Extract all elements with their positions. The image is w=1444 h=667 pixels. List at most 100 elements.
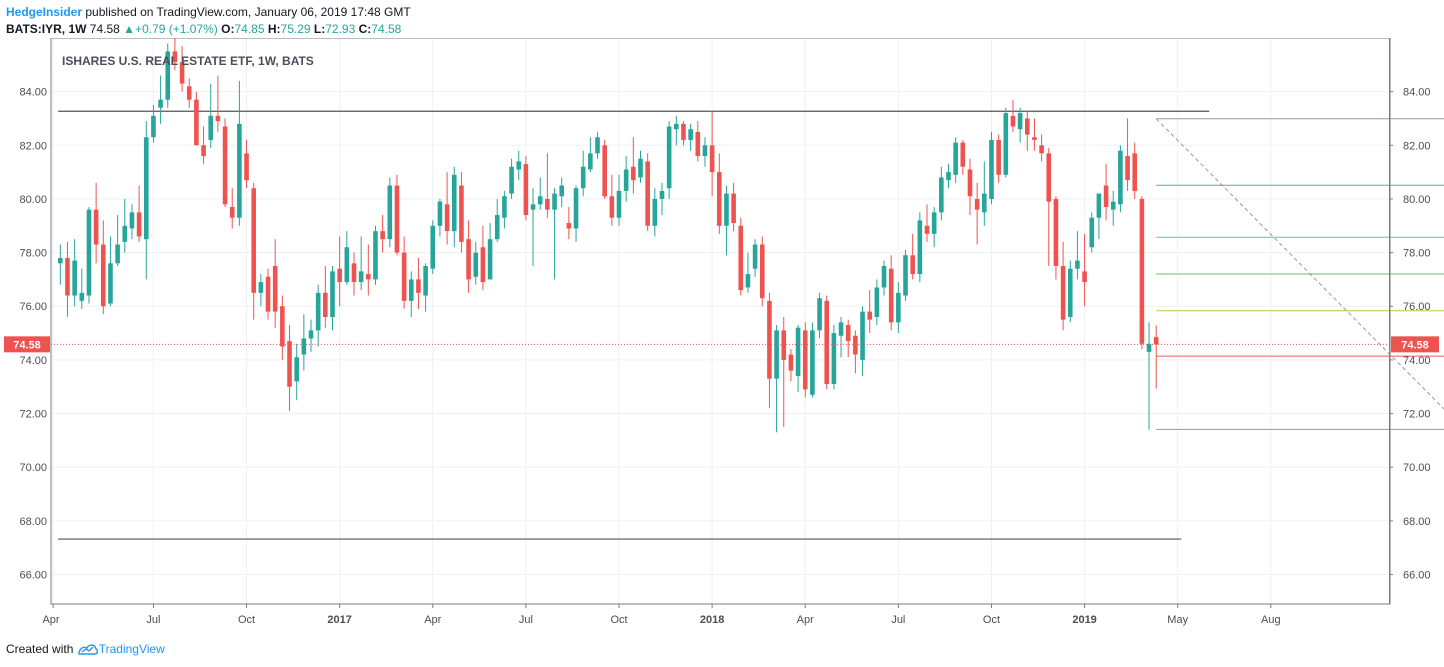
candle <box>709 110 715 197</box>
y-tick-label-right: 66.00 <box>1403 569 1431 581</box>
x-tick-label: Jul <box>146 614 160 626</box>
high-label: H: <box>267 22 281 36</box>
price-tag-right: 74.58 <box>1401 339 1429 351</box>
candle-body <box>1053 198 1059 267</box>
candle <box>881 260 887 296</box>
candle-body <box>258 282 264 293</box>
candle <box>931 206 937 248</box>
candle <box>337 236 342 307</box>
x-tick-label: Oct <box>238 614 255 626</box>
candle <box>1082 233 1087 307</box>
candle-body <box>831 333 837 385</box>
candle <box>344 231 350 285</box>
candle-body <box>294 357 299 382</box>
candle <box>143 121 149 280</box>
candle-body <box>201 145 206 157</box>
candle <box>1125 118 1130 191</box>
fib-trend-line[interactable] <box>1155 118 1444 430</box>
candle-body <box>638 158 643 178</box>
candle <box>924 204 930 242</box>
y-tick-label-left: 66.00 <box>19 569 47 581</box>
candle-body <box>996 139 1001 175</box>
candle <box>903 249 908 301</box>
fibonacci-retracement[interactable]: 1(82.99)0.786(80.51)0.618(78.57)0.5(77.2… <box>1155 111 1444 437</box>
candle <box>595 131 600 159</box>
candle <box>896 282 901 334</box>
candle <box>802 322 808 398</box>
candle-body <box>896 292 901 323</box>
candle <box>79 268 85 309</box>
candle-body <box>1082 271 1087 283</box>
horizontal-lines[interactable] <box>58 110 1210 540</box>
candle-body <box>509 166 514 194</box>
candle <box>366 244 371 296</box>
candle <box>430 220 436 275</box>
candle <box>752 239 758 277</box>
x-tick-label: Apr <box>424 614 441 626</box>
candle-body <box>308 330 314 339</box>
candle <box>860 306 865 376</box>
candle <box>1132 142 1138 199</box>
candle-body <box>688 129 693 140</box>
publisher-name[interactable]: HedgeInsider <box>6 5 83 19</box>
candle-body <box>136 212 142 237</box>
candle <box>194 91 199 146</box>
candle-body <box>537 196 543 205</box>
candle <box>939 166 944 221</box>
candle <box>136 185 142 242</box>
candle-body <box>473 252 479 277</box>
candle-body <box>172 51 178 63</box>
candle-body <box>602 145 607 197</box>
candle-body <box>93 209 99 245</box>
candle-body <box>695 131 701 157</box>
candle <box>451 166 457 248</box>
chart-axes <box>50 38 1391 605</box>
candle <box>129 204 135 240</box>
candle <box>810 322 815 398</box>
candle-body <box>716 172 722 226</box>
candle <box>831 325 837 390</box>
candle <box>1024 110 1030 151</box>
candle-body <box>330 271 335 317</box>
candle <box>251 182 257 320</box>
candle-body <box>1017 113 1023 130</box>
candle <box>323 266 328 328</box>
candle <box>874 279 880 326</box>
candle-body <box>545 198 550 210</box>
candle <box>681 121 686 146</box>
candle <box>358 236 364 291</box>
candle-body <box>408 279 414 301</box>
candle-body <box>315 292 321 331</box>
candle <box>1139 196 1145 350</box>
candle-body <box>681 123 686 140</box>
candle <box>65 241 70 317</box>
candle <box>674 115 679 146</box>
candle-body <box>487 239 493 280</box>
candle <box>1153 325 1159 389</box>
y-tick-label-left: 76.00 <box>19 301 47 313</box>
x-tick-label: Apr <box>42 614 59 626</box>
candle-body <box>158 99 163 108</box>
candle-body <box>401 252 407 301</box>
candle-body <box>917 220 923 275</box>
candle <box>265 268 271 320</box>
candlestick-series <box>58 38 1159 433</box>
candle-body <box>989 139 994 199</box>
x-axis[interactable]: Apr Jul Oct 2017 Apr Jul Oct 2018 Apr Jul Oct 2019 M… <box>42 604 1281 626</box>
x-tick-label: Oct <box>983 614 1000 626</box>
candle-body <box>351 263 357 283</box>
candle-body <box>115 244 120 264</box>
candle <box>838 316 844 358</box>
candle-body <box>982 193 987 213</box>
candle <box>172 38 178 71</box>
candle <box>559 177 565 207</box>
candle <box>480 225 486 291</box>
candle-body <box>222 126 228 205</box>
tradingview-brand[interactable]: TradingView <box>98 642 165 656</box>
y-axis[interactable]: 66.00 66.00 68.00 68.00 70.00 70.00 72.00 72.00… <box>19 87 1430 582</box>
y-tick-label-right: 72.00 <box>1403 409 1431 421</box>
y-tick-label-left: 68.00 <box>19 516 47 528</box>
candle-body <box>738 225 744 291</box>
candle <box>237 80 242 226</box>
price-chart[interactable]: 1(82.99)0.786(80.51)0.618(78.57)0.5(77.2… <box>0 38 1444 638</box>
